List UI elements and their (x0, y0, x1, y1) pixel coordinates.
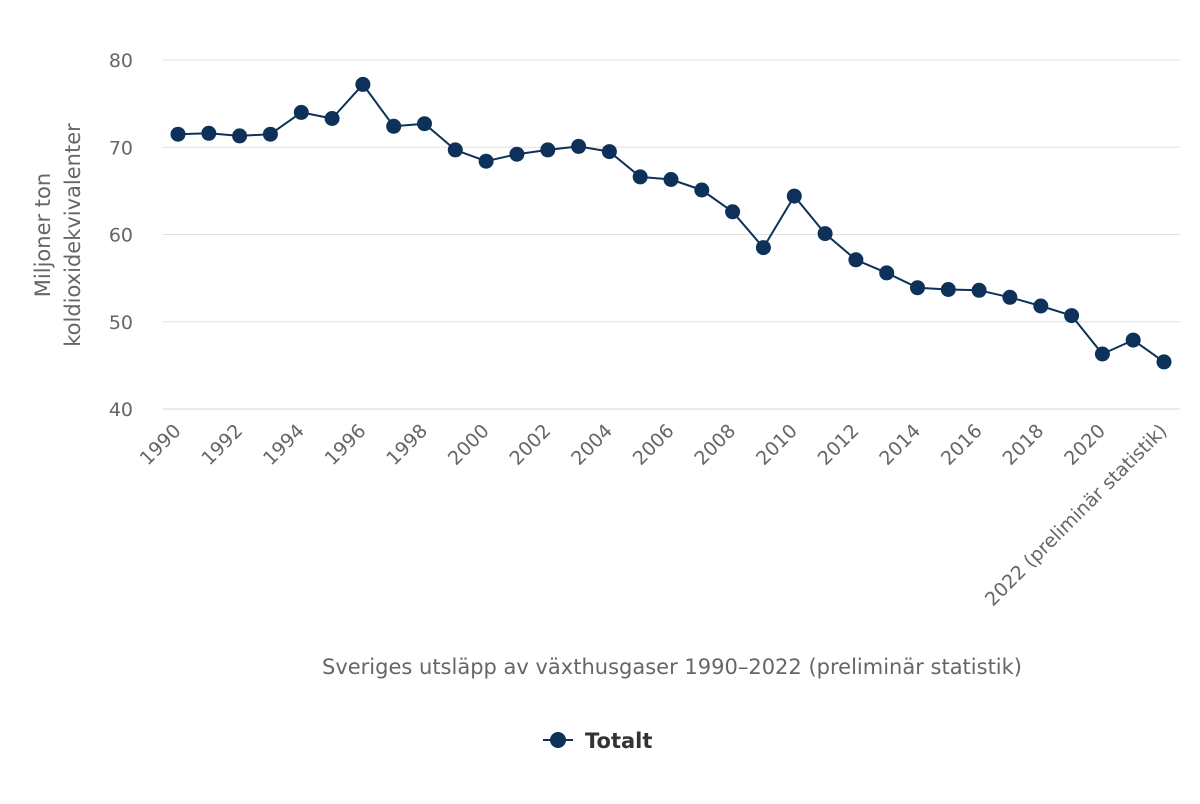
y-axis-title: Miljoner ton koldioxidekvivalenter (31, 123, 85, 347)
x-tick-label-2006: 2006 (629, 420, 679, 470)
data-point-2006 (663, 172, 679, 187)
x-tick-label-1998: 1998 (382, 420, 432, 470)
x-axis-title: Sveriges utsläpp av växthusgaser 1990–20… (322, 655, 1022, 679)
x-tick-label-2012: 2012 (814, 420, 864, 470)
data-point-2019 (1064, 308, 1080, 324)
data-point-1997 (386, 118, 402, 134)
data-point-2011 (817, 226, 833, 242)
data-point-1991 (201, 125, 217, 141)
x-tick-label-1992: 1992 (197, 420, 247, 470)
data-point-2001 (509, 146, 525, 162)
x-tick-label-2016: 2016 (937, 420, 987, 470)
data-point-2012 (848, 252, 864, 268)
x-tick-label-2018: 2018 (999, 420, 1049, 470)
data-point-2005 (632, 169, 648, 185)
data-point-2022 (1156, 354, 1172, 370)
y-axis-title-line-1: Miljoner ton (31, 173, 55, 297)
data-point-1996 (355, 76, 371, 92)
legend[interactable]: Totalt (543, 729, 652, 753)
x-tick-label-2008: 2008 (690, 420, 740, 470)
data-point-1994 (293, 104, 309, 120)
x-tick-label-2002: 2002 (506, 420, 556, 470)
data-point-2009 (755, 240, 771, 256)
y-axis-title-line-2: koldioxidekvivalenter (61, 123, 85, 347)
data-point-2020 (1094, 346, 1110, 362)
y-tick-label-80: 80 (109, 50, 133, 72)
data-point-1999 (447, 142, 463, 158)
data-point-2007 (694, 182, 710, 198)
x-tick-label-1996: 1996 (321, 420, 371, 470)
series-line-totalt (177, 83, 1165, 363)
data-point-2008 (725, 204, 741, 220)
data-point-2018 (1033, 298, 1049, 314)
data-point-2003 (571, 138, 587, 154)
y-tick-label-50: 50 (109, 312, 133, 334)
series-totalt (170, 76, 1172, 370)
data-point-2010 (786, 188, 802, 204)
y-axis: 40 50 60 70 80 (109, 50, 133, 421)
data-point-2016 (971, 282, 987, 298)
data-point-1993 (262, 126, 278, 142)
data-point-2017 (1002, 289, 1018, 305)
x-axis: 1990 1992 1994 1996 1998 2000 2002 2004 2006 2008… (136, 420, 1172, 611)
y-tick-label-60: 60 (109, 225, 133, 247)
data-point-2015 (940, 282, 956, 297)
data-point-2021 (1125, 332, 1141, 348)
grid-lines (163, 59, 1180, 410)
data-point-1995 (324, 111, 340, 126)
x-tick-label-1990: 1990 (136, 420, 186, 470)
x-tick-label-2020: 2020 (1060, 420, 1110, 470)
data-point-2000 (478, 153, 494, 169)
y-tick-label-40: 40 (109, 399, 133, 421)
x-tick-label-2014: 2014 (875, 420, 925, 470)
data-point-1990 (170, 126, 186, 142)
legend-item-totalt[interactable]: Totalt (585, 729, 652, 753)
legend-marker-symbol (550, 732, 566, 748)
x-tick-label-2000: 2000 (444, 420, 494, 470)
x-tick-label-2004: 2004 (567, 420, 617, 470)
data-point-2002 (540, 142, 556, 158)
x-tick-label-2010: 2010 (752, 420, 802, 470)
data-point-2013 (879, 265, 895, 281)
data-point-2014 (910, 280, 925, 296)
y-tick-label-70: 70 (109, 137, 133, 159)
data-point-1998 (417, 116, 432, 132)
x-tick-label-1994: 1994 (259, 420, 309, 470)
data-point-2004 (601, 144, 617, 160)
data-point-1992 (232, 128, 248, 144)
